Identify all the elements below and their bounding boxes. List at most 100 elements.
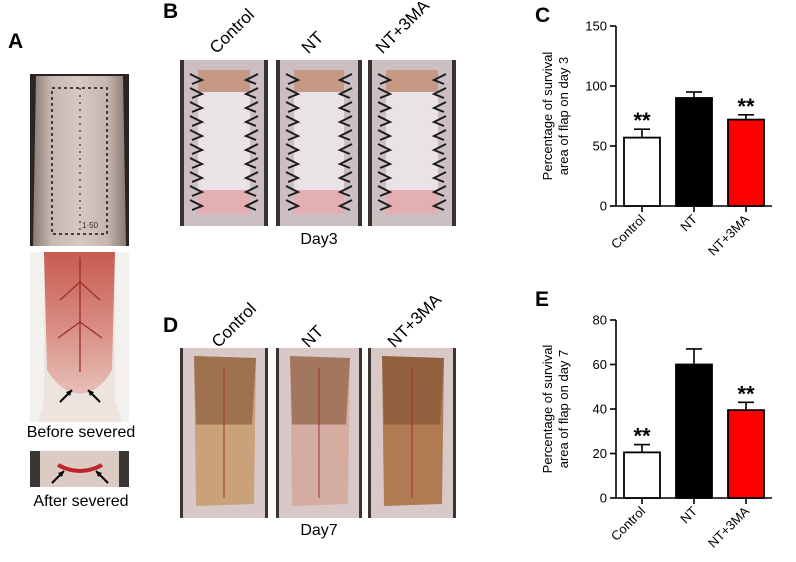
suture-right — [337, 115, 353, 127]
suture-right — [243, 115, 259, 127]
panel-c-letter: C — [535, 4, 551, 27]
suture-left — [189, 185, 205, 197]
suture-right — [431, 87, 447, 99]
before-severed-label: Before severed — [26, 424, 136, 441]
flap-base — [198, 190, 250, 214]
day3-flap-nt — [276, 60, 362, 226]
chart-e-ylabel: Percentage of survivalarea of flap on da… — [540, 345, 571, 474]
chart-e-ytick-label: 80 — [593, 313, 607, 328]
suture-right — [243, 129, 259, 141]
suture-left — [377, 185, 393, 197]
suture-right — [431, 185, 447, 197]
suture-right — [431, 199, 447, 211]
day7-flap-nt3ma — [368, 348, 456, 518]
suture-left — [189, 73, 205, 85]
photo-b-day3-control — [180, 60, 268, 226]
chart-c-ytick-label: 150 — [585, 19, 607, 34]
chart-e-ylabel-line: Percentage of survival — [540, 345, 555, 474]
suture-right — [243, 199, 259, 211]
suture-right — [243, 157, 259, 169]
suture-left — [285, 143, 301, 155]
suture-right — [337, 143, 353, 155]
suture-right — [243, 101, 259, 113]
flap-after-illustration — [30, 451, 129, 487]
photo-d-day7-nt — [276, 348, 362, 518]
after-severed-label: After severed — [33, 493, 129, 510]
chart-c-xtick-label: Control — [608, 211, 648, 251]
flap-base — [386, 190, 438, 214]
suture-right — [431, 143, 447, 155]
suture-left — [189, 101, 205, 113]
necrotic-area — [194, 356, 256, 425]
chart-e-xtick-label: NT — [677, 503, 700, 526]
chart-c-ylabel: Percentage of survivalarea of flap on da… — [540, 52, 571, 181]
photo-b-day3-nt — [276, 60, 362, 226]
chart-c-xtick-label: NT — [677, 211, 700, 234]
chart-e-significance: ** — [633, 424, 651, 449]
panel-b-day-label: Day3 — [300, 231, 338, 248]
suture-left — [285, 115, 301, 127]
suture-right — [243, 143, 259, 155]
suture-right — [243, 87, 259, 99]
chart-c-bar-2 — [727, 118, 765, 207]
day3-flap-nt3ma — [368, 60, 456, 226]
suture-left — [377, 73, 393, 85]
suture-right — [431, 157, 447, 169]
chart-e-bar-0 — [623, 451, 661, 499]
chart-c-ytick-label: 50 — [593, 139, 607, 154]
chart-c-xtick-label: NT+3MA — [705, 211, 752, 258]
chart-c-significance: ** — [633, 108, 651, 133]
necrotic-area — [382, 356, 444, 425]
suture-left — [377, 129, 393, 141]
suture-right — [243, 73, 259, 85]
suture-left — [189, 157, 205, 169]
chart-e-bar-1 — [675, 363, 713, 499]
suture-left — [189, 129, 205, 141]
suture-left — [189, 199, 205, 211]
suture-right — [431, 115, 447, 127]
suture-left — [285, 199, 301, 211]
suture-right — [337, 129, 353, 141]
chart-c-significance: ** — [737, 94, 755, 119]
suture-left — [377, 171, 393, 183]
panel-b-group-label-nt3ma: NT+3MA — [371, 0, 434, 58]
suture-right — [431, 171, 447, 183]
chart-e-bar-2 — [727, 409, 765, 499]
chart-e-significance: ** — [737, 381, 755, 406]
suture-right — [431, 101, 447, 113]
suture-right — [337, 171, 353, 183]
suture-right — [431, 129, 447, 141]
suture-left — [285, 73, 301, 85]
chart-c-ytick-label: 100 — [585, 79, 607, 94]
suture-left — [189, 143, 205, 155]
flap-top-margin — [198, 70, 250, 92]
panel-b-group-label-nt: NT — [297, 27, 328, 58]
suture-left — [377, 101, 393, 113]
chart-c-ytick-label: 0 — [600, 199, 607, 214]
photo-d-day7-nt3ma — [368, 348, 456, 518]
photo-a-before-severed — [30, 252, 129, 422]
chart-e-ytick-label: 20 — [593, 446, 607, 461]
panel-b-group-label-control: Control — [205, 5, 259, 58]
flap-top-margin — [294, 70, 344, 92]
chart-c-ylabel-line: area of flap on day 3 — [556, 57, 571, 176]
chart-e-ytick-label: 0 — [600, 491, 607, 506]
day3-flap-control — [180, 60, 268, 226]
photo-a-after-severed — [30, 451, 129, 487]
photo-a-flap-design: 1·50 — [30, 74, 129, 246]
suture-left — [377, 199, 393, 211]
suture-left — [189, 171, 205, 183]
suture-left — [189, 87, 205, 99]
panel-d-day-label: Day7 — [300, 522, 338, 539]
suture-left — [285, 185, 301, 197]
chart-e-survival-day7: 0 20 40 60 80 Percentage of survivalarea of f… — [540, 313, 772, 551]
suture-right — [431, 73, 447, 85]
suture-right — [337, 73, 353, 85]
chart-e-xtick-label: NT+3MA — [705, 503, 752, 550]
chart-e-ytick-label: 40 — [593, 402, 607, 417]
day7-flap-nt — [276, 348, 362, 518]
suture-right — [243, 171, 259, 183]
suture-left — [285, 101, 301, 113]
panel-d-group-label-control: Control — [207, 299, 261, 352]
photo-d-day7-control — [180, 348, 268, 518]
